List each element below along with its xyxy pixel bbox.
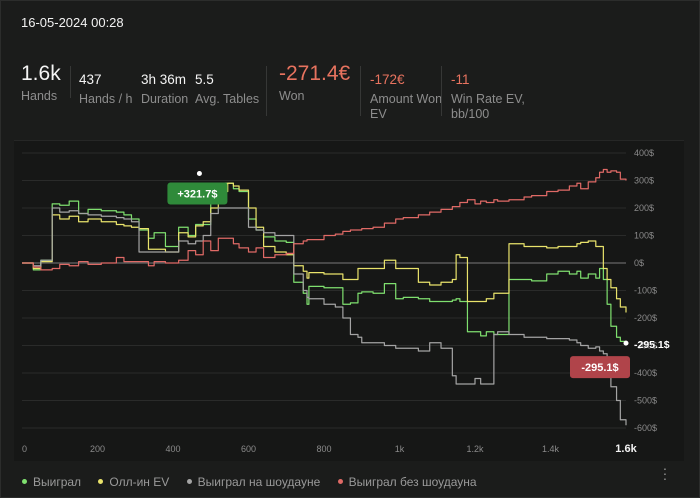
legend-label-won: Выиграл <box>33 474 82 489</box>
stat-avg-tables-label: Avg. Tables <box>195 91 260 106</box>
y-tick-label: 0$ <box>634 258 644 268</box>
y-tick-label: -100$ <box>634 286 657 296</box>
y-tick-label: -300$ <box>634 341 657 351</box>
stat-amount-won-ev: -172€ Amount Won EV <box>370 63 446 122</box>
annotation-label: -295.1$ <box>581 362 618 374</box>
x-tick-label: 1.4k <box>542 444 560 454</box>
x-tick-label: 1.2k <box>466 444 484 454</box>
stat-separator <box>441 66 442 116</box>
legend-dot <box>186 479 192 484</box>
stat-duration-label: Duration <box>141 91 189 106</box>
legend-item-won-without-showdown[interactable]: Выиграл без шоудауна <box>337 474 477 489</box>
y-tick-label: -200$ <box>634 313 657 323</box>
legend-label-allin-ev: Олл-ин EV <box>109 474 170 489</box>
end-value-label: -295.1$ <box>634 339 670 351</box>
legend-item-won[interactable]: Выиграл <box>22 475 81 489</box>
x-tick-label: 0 <box>22 444 27 454</box>
series-line-3 <box>22 168 627 271</box>
stat-avg-tables-value: 5.5 <box>195 72 214 87</box>
legend-dot <box>22 479 27 484</box>
x-tick-label: 1.6k <box>615 443 637 455</box>
legend-dot <box>98 479 104 484</box>
stat-amount-won-ev-value: -172€ <box>370 72 405 87</box>
legend-label-won-without-showdown: Выиграл без шоудауна <box>348 474 477 489</box>
stat-hands-per-hour: 437 Hands / h <box>79 63 133 107</box>
stat-avg-tables: 5.5 Avg. Tables <box>195 63 259 107</box>
stat-separator <box>360 66 361 116</box>
stat-hands-per-hour-value: 437 <box>79 72 102 87</box>
y-tick-label: -400$ <box>634 368 657 378</box>
series-line-1 <box>22 182 627 313</box>
annotation-marker <box>623 340 629 346</box>
stat-hands-per-hour-label: Hands / h <box>79 91 133 106</box>
y-tick-label: 200$ <box>634 203 654 213</box>
stat-separator <box>70 66 71 98</box>
y-tick-label: -500$ <box>634 396 657 406</box>
series-line-2 <box>22 207 627 426</box>
x-tick-label: 600 <box>241 444 256 454</box>
legend-dot <box>337 479 343 484</box>
legend-label-won-at-showdown: Выиграл на шоудауне <box>197 474 321 489</box>
annotation-badge <box>167 182 228 205</box>
x-tick-label: 400 <box>165 444 180 454</box>
chart-legend: Выиграл Олл-ин EV Выиграл на шоудауне Вы… <box>22 473 491 489</box>
stat-separator <box>266 66 267 116</box>
y-tick-label: -600$ <box>634 423 657 433</box>
x-tick-label: 800 <box>316 444 331 454</box>
annotation-marker <box>196 171 202 177</box>
x-tick-label: 200 <box>90 444 105 454</box>
series-line-0 <box>22 182 627 345</box>
y-tick-label: 100$ <box>634 231 654 241</box>
stat-hands-value: 1.6k <box>21 62 61 85</box>
stat-win-rate-ev: -11 Win Rate EV, bb/100 <box>451 63 531 122</box>
stat-win-rate-ev-value: -11 <box>451 72 470 87</box>
y-tick-label: 300$ <box>634 176 654 186</box>
legend-item-won-at-showdown[interactable]: Выиграл на шоудауне <box>186 474 321 489</box>
stat-win-rate-ev-label: Win Rate EV, bb/100 <box>451 91 525 121</box>
stat-won-value: -271.4€ <box>279 62 351 85</box>
stat-amount-won-ev-label: Amount Won EV <box>370 91 443 121</box>
stat-duration-value: 3h 36m <box>141 72 187 87</box>
session-date: 16-05-2024 00:28 <box>21 15 124 30</box>
chart-area <box>14 140 684 461</box>
y-tick-label: 400$ <box>634 148 654 158</box>
stat-hands-label: Hands <box>21 89 58 103</box>
stat-duration: 3h 36m Duration <box>141 63 188 107</box>
stat-won-label: Won <box>279 89 305 103</box>
legend-item-allin-ev[interactable]: Олл-ин EV <box>98 475 169 489</box>
kebab-menu-icon[interactable]: · · · <box>662 460 668 486</box>
stat-won: -271.4€ Won <box>279 63 350 104</box>
annotation-badge <box>570 356 630 379</box>
stat-hands: 1.6k Hands <box>21 63 61 104</box>
x-tick-label: 1k <box>395 444 405 454</box>
annotation-label: +321.7$ <box>177 189 217 201</box>
